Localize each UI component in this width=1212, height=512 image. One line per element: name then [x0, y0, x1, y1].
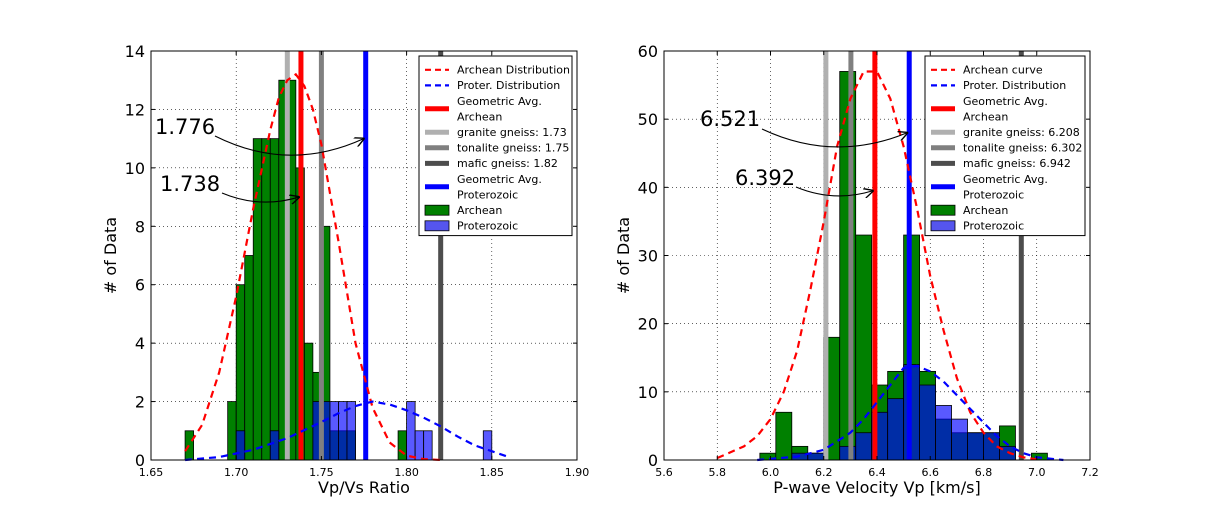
hist-bar-proterozoic — [235, 430, 246, 461]
legend-label: Geometric Avg. — [457, 173, 542, 186]
x-tick-label: 1.80 — [394, 466, 419, 479]
legend-label: Geometric Avg. — [963, 173, 1048, 186]
y-tick-label: 2 — [135, 393, 145, 412]
curve-archean-curve — [716, 70, 1037, 461]
annotation-arrow — [214, 135, 364, 156]
hist-bar-proterozoic — [482, 430, 493, 461]
annotation-arrow — [221, 192, 299, 202]
legend: Archean Distribution Proter. Distribution… — [418, 55, 573, 237]
y-tick-label: 10 — [638, 383, 658, 402]
legend-label: Archean — [457, 204, 502, 217]
annotation-label: 1.776 — [155, 115, 215, 139]
curve-proter-distribution — [185, 400, 510, 462]
y-tick-label: 4 — [135, 334, 145, 353]
legend-label: Proterozoic — [457, 188, 518, 201]
x-tick-label: 5.8 — [709, 466, 727, 479]
y-tick-label: 8 — [135, 217, 145, 236]
legend-swatch-patch — [424, 220, 450, 232]
y-tick-label: 10 — [125, 159, 145, 178]
y-tick-label: 12 — [125, 100, 145, 119]
curve-archean-distribution — [184, 72, 441, 462]
hist-bar-proterozoic — [935, 405, 952, 461]
legend-swatch-patch — [930, 204, 956, 216]
hist-bar-proterozoic — [951, 418, 968, 461]
legend-label: Archean Distribution — [457, 64, 570, 77]
legend-swatch-patch — [930, 220, 956, 232]
legend-label: Geometric Avg. — [963, 95, 1048, 108]
x-tick-label: 5.6 — [655, 466, 673, 479]
y-tick-label: 0 — [648, 451, 658, 470]
hist-bar-archean — [397, 430, 407, 461]
hist-bar-proterozoic — [329, 401, 339, 461]
legend-label: Archean — [457, 110, 502, 123]
legend-label: mafic gneiss: 6.942 — [963, 157, 1071, 170]
y-tick-label: 0 — [135, 451, 145, 470]
curve-proter-distribution — [757, 364, 1064, 462]
hist-bar-proterozoic — [855, 432, 873, 461]
legend-label: tonalite gneiss: 1.75 — [457, 142, 569, 155]
legend-label: Archean — [963, 110, 1008, 123]
vp-histogram-panel: 5.6 5.8 6.0 6.2 6.4 6.6 6.8 7.0 7.2 0 10 20 30 40 50 60… — [614, 42, 1099, 497]
x-tick-label: 7.2 — [1081, 466, 1099, 479]
legend-label: granite gneiss: 1.73 — [457, 126, 567, 139]
x-tick-label: 1.75 — [309, 466, 334, 479]
legend-label: Archean curve — [963, 64, 1043, 77]
y-axis-label: # of Data — [101, 217, 120, 294]
x-tick-label: 1.65 — [139, 466, 164, 479]
x-tick-label: 6.4 — [868, 466, 886, 479]
hist-bar-proterozoic — [269, 430, 280, 461]
annotation-label: 1.738 — [160, 172, 220, 196]
hist-bar-proterozoic — [919, 384, 936, 461]
legend-label: mafic gneiss: 1.82 — [457, 157, 558, 170]
legend-label: Proterozoic — [963, 220, 1024, 233]
annotation-arrow — [761, 128, 907, 148]
legend-label: Archean — [963, 204, 1008, 217]
x-tick-label: 1.70 — [224, 466, 249, 479]
hist-bar-proterozoic — [967, 432, 984, 461]
x-tick-label: 1.90 — [565, 466, 590, 479]
hist-bar-proterozoic — [414, 430, 425, 461]
legend-swatch-patch — [424, 204, 450, 216]
legend-label: Geometric Avg. — [457, 95, 542, 108]
x-tick-label: 6.0 — [762, 466, 780, 479]
legend-label: granite gneiss: 6.208 — [963, 126, 1080, 139]
x-axis-label: P-wave Velocity Vp [km/s] — [773, 478, 980, 497]
legend-label: Proterozoic — [457, 220, 518, 233]
y-tick-label: 60 — [638, 42, 658, 61]
hist-bar-proterozoic — [887, 398, 905, 461]
vpvs-histogram-panel: 1.65 1.70 1.75 1.80 1.85 1.90 0 2 4 6 8 10 12 14 Vp/Vs… — [101, 42, 589, 497]
legend-label: tonalite gneiss: 6.302 — [963, 142, 1082, 155]
annotation-label: 6.392 — [735, 166, 795, 190]
x-tick-label: 1.85 — [480, 466, 505, 479]
y-tick-label: 40 — [638, 178, 658, 197]
hist-bar-archean — [184, 430, 195, 461]
hist-bar-archean — [303, 342, 314, 461]
y-tick-label: 6 — [135, 276, 145, 295]
x-tick-label: 7.0 — [1028, 466, 1046, 479]
y-tick-label: 50 — [638, 110, 658, 129]
y-tick-label: 14 — [125, 42, 145, 61]
legend: Archean curve Proter. Distribution Geometr… — [924, 55, 1086, 237]
legend-label: Proter. Distribution — [457, 79, 560, 92]
y-tick-label: 30 — [638, 247, 658, 266]
hist-bar-archean — [227, 401, 237, 461]
hist-bar-proterozoic — [346, 401, 356, 461]
legend-label: Proter. Distribution — [963, 79, 1066, 92]
x-axis-label: Vp/Vs Ratio — [318, 478, 410, 497]
annotation-label: 6.521 — [700, 107, 760, 131]
hist-bar-archean — [269, 138, 280, 461]
legend-label: Proterozoic — [963, 188, 1024, 201]
y-tick-label: 20 — [638, 315, 658, 334]
hist-bar-archean — [244, 255, 254, 461]
y-axis-label: # of Data — [614, 217, 633, 294]
hist-bar-proterozoic — [423, 430, 433, 461]
x-tick-label: 6.8 — [975, 466, 993, 479]
x-tick-label: 6.2 — [815, 466, 833, 479]
hist-bar-archean — [261, 138, 271, 461]
hist-bar-archean — [775, 411, 793, 461]
plot-frame — [150, 50, 578, 461]
x-tick-label: 6.6 — [922, 466, 940, 479]
annotation-arrow — [795, 186, 873, 196]
